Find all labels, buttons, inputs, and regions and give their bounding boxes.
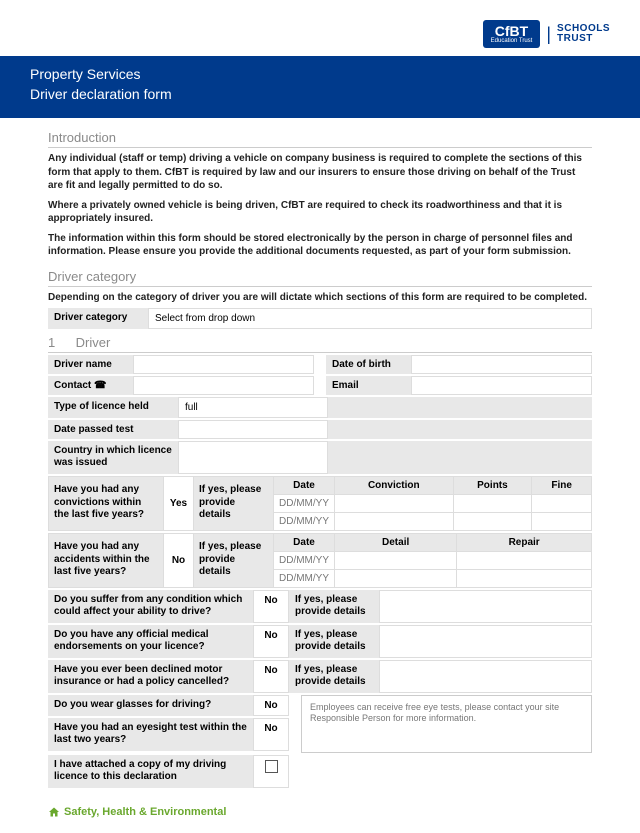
dob-input[interactable]	[411, 355, 592, 374]
logo-schools: SCHOOLS TRUST	[557, 24, 610, 44]
q2-label: Do you have any official medical endorse…	[48, 625, 253, 658]
q1-label: Do you suffer from any condition which c…	[48, 590, 253, 623]
q6-label: I have attached a copy of my driving lic…	[48, 755, 253, 788]
driver-name-input[interactable]	[133, 355, 314, 374]
date-passed-label: Date passed test	[48, 420, 178, 439]
conv-c1[interactable]	[335, 494, 454, 512]
email-input[interactable]	[411, 376, 592, 395]
banner-line1: Property Services	[30, 66, 610, 82]
q-condition-row: Do you suffer from any condition which c…	[48, 590, 592, 623]
q3-detail-label: If yes, please provide details	[289, 660, 379, 693]
q5-answer[interactable]: No	[253, 718, 289, 751]
acc-detail-label: If yes, please provide details	[194, 533, 274, 587]
conv-h-date: Date	[274, 476, 335, 494]
logo-row: CfBT Education Trust | SCHOOLS TRUST	[30, 20, 610, 48]
logo-trust-text: TRUST	[557, 34, 610, 44]
conv-p2[interactable]	[453, 512, 532, 530]
conv-c2[interactable]	[335, 512, 454, 530]
intro-p1: Any individual (staff or temp) driving a…	[48, 152, 592, 193]
acc-date2[interactable]: DD/MM/YY	[274, 569, 335, 587]
logo-cfbt-text: CfBT	[495, 24, 528, 38]
licence-type-label: Type of licence held	[48, 397, 178, 418]
q3-answer[interactable]: No	[253, 660, 289, 693]
acc-d1[interactable]	[335, 551, 457, 569]
acc-date1[interactable]: DD/MM/YY	[274, 551, 335, 569]
q1-detail-input[interactable]	[379, 590, 592, 623]
conv-date1[interactable]: DD/MM/YY	[274, 494, 335, 512]
contact-input[interactable]	[133, 376, 314, 395]
conv-h-points: Points	[453, 476, 532, 494]
drivercat-dropdown[interactable]: Select from drop down	[148, 308, 592, 329]
country-input[interactable]	[178, 441, 328, 474]
footer-text: Safety, Health & Environmental	[64, 806, 226, 818]
q4-answer[interactable]: No	[253, 695, 289, 716]
drivercat-row: Driver category Select from drop down	[48, 308, 592, 329]
conv-h-conviction: Conviction	[335, 476, 454, 494]
acc-h-detail: Detail	[335, 533, 457, 551]
q-glasses-row: Do you wear glasses for driving? No	[48, 695, 291, 716]
q2-detail-label: If yes, please provide details	[289, 625, 379, 658]
logo-cfbt: CfBT Education Trust	[483, 20, 541, 48]
q3-label: Have you ever been declined motor insura…	[48, 660, 253, 693]
country-label: Country in which licence was issued	[48, 441, 178, 474]
acc-h-repair: Repair	[457, 533, 592, 551]
acc-r2[interactable]	[457, 569, 592, 587]
intro-heading: Introduction	[48, 126, 592, 148]
q-medical-row: Do you have any official medical endorse…	[48, 625, 592, 658]
conv-answer[interactable]: Yes	[164, 476, 194, 530]
conv-date2[interactable]: DD/MM/YY	[274, 512, 335, 530]
section1-title: Driver	[76, 335, 111, 350]
q4-label: Do you wear glasses for driving?	[48, 695, 253, 716]
contact-label: Contact ☎	[48, 376, 133, 395]
phone-icon: ☎	[94, 380, 106, 391]
q6-checkbox[interactable]	[253, 755, 289, 788]
date-passed-input[interactable]	[178, 420, 328, 439]
q1-answer[interactable]: No	[253, 590, 289, 623]
q-eyetest-row: Have you had an eyesight test within the…	[48, 718, 291, 751]
drivercat-heading: Driver category	[48, 265, 592, 287]
drivercat-desc: Depending on the category of driver you …	[48, 291, 592, 304]
eyetest-note: Employees can receive free eye tests, pl…	[301, 695, 592, 753]
email-label: Email	[326, 376, 411, 395]
section1-heading: 1 Driver	[48, 331, 592, 353]
house-icon	[48, 806, 60, 818]
q-licence-copy-row: I have attached a copy of my driving lic…	[48, 755, 592, 788]
title-banner: Property Services Driver declaration for…	[0, 56, 640, 118]
checkbox-icon	[265, 760, 278, 773]
conv-f2[interactable]	[532, 512, 592, 530]
banner-line2: Driver declaration form	[30, 86, 610, 102]
drivercat-label: Driver category	[48, 308, 148, 329]
acc-d2[interactable]	[335, 569, 457, 587]
licence-type-input[interactable]: full	[178, 397, 328, 418]
acc-h-date: Date	[274, 533, 335, 551]
acc-r1[interactable]	[457, 551, 592, 569]
dob-label: Date of birth	[326, 355, 411, 374]
logo-cfbt-sub: Education Trust	[491, 38, 533, 44]
convictions-table: Have you had any convictions within the …	[48, 476, 592, 531]
acc-question: Have you had any accidents within the la…	[49, 533, 164, 587]
footer: Safety, Health & Environmental	[48, 806, 592, 818]
acc-answer[interactable]: No	[164, 533, 194, 587]
intro-p3: The information within this form should …	[48, 232, 592, 259]
q3-detail-input[interactable]	[379, 660, 592, 693]
conv-f1[interactable]	[532, 494, 592, 512]
q5-label: Have you had an eyesight test within the…	[48, 718, 253, 751]
conv-question: Have you had any convictions within the …	[49, 476, 164, 530]
section1-num: 1	[48, 335, 72, 350]
q2-answer[interactable]: No	[253, 625, 289, 658]
conv-detail-label: If yes, please provide details	[194, 476, 274, 530]
accidents-table: Have you had any accidents within the la…	[48, 533, 592, 588]
conv-h-fine: Fine	[532, 476, 592, 494]
q-insurance-row: Have you ever been declined motor insura…	[48, 660, 592, 693]
logo-divider: |	[546, 24, 551, 45]
q2-detail-input[interactable]	[379, 625, 592, 658]
q1-detail-label: If yes, please provide details	[289, 590, 379, 623]
conv-p1[interactable]	[453, 494, 532, 512]
intro-p2: Where a privately owned vehicle is being…	[48, 199, 592, 226]
driver-name-label: Driver name	[48, 355, 133, 374]
